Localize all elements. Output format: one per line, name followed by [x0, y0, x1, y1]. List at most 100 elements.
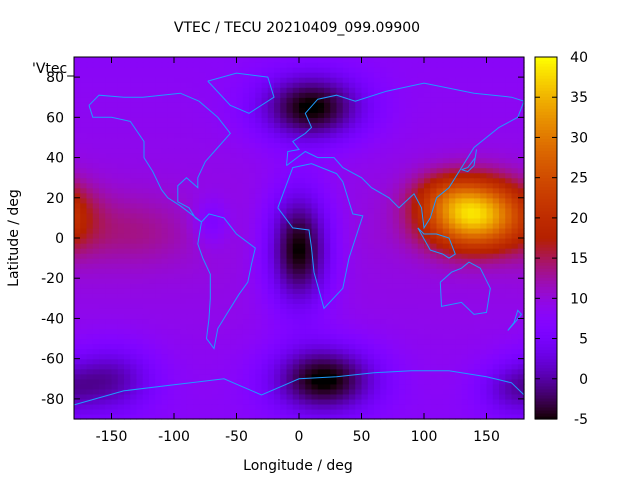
heatmap-cell	[367, 122, 375, 128]
heatmap-cell	[361, 253, 369, 259]
heatmap-cell	[186, 92, 194, 98]
heatmap-cell	[330, 403, 338, 410]
heatmap-cell	[111, 303, 119, 309]
heatmap-cell	[192, 132, 200, 139]
heatmap-cell	[267, 72, 275, 78]
heatmap-cell	[461, 298, 469, 304]
heatmap-cell	[142, 403, 150, 410]
heatmap-cell	[505, 363, 513, 370]
heatmap-cell	[399, 117, 406, 123]
heatmap-cell	[455, 112, 463, 118]
heatmap-cell	[92, 137, 100, 144]
heatmap-cell	[511, 122, 519, 128]
heatmap-cell	[349, 288, 356, 294]
heatmap-cell	[174, 212, 181, 219]
heatmap-cell	[80, 142, 88, 149]
heatmap-cell	[86, 273, 94, 279]
heatmap-cell	[386, 82, 394, 88]
heatmap-cell	[374, 408, 381, 415]
heatmap-cell	[161, 102, 169, 108]
heatmap-cell	[511, 273, 519, 279]
heatmap-cell	[355, 182, 363, 189]
heatmap-cell	[142, 192, 150, 199]
heatmap-cell	[180, 142, 188, 149]
heatmap-cell	[205, 373, 213, 380]
heatmap-cell	[430, 288, 438, 294]
heatmap-cell	[255, 368, 263, 375]
heatmap-cell	[461, 122, 469, 128]
heatmap-cell	[136, 383, 144, 390]
heatmap-cell	[517, 127, 525, 134]
heatmap-cell	[286, 227, 294, 234]
heatmap-cell	[224, 172, 231, 179]
heatmap-cell	[467, 408, 475, 415]
heatmap-cell	[442, 338, 450, 345]
heatmap-cell	[411, 308, 419, 315]
heatmap-cell	[342, 127, 350, 134]
heatmap-cell	[486, 328, 494, 335]
heatmap-cell	[155, 368, 163, 375]
heatmap-cell	[111, 323, 119, 330]
heatmap-cell	[511, 107, 519, 113]
heatmap-cell	[205, 212, 213, 219]
heatmap-cell	[286, 393, 294, 400]
heatmap-cell	[392, 273, 400, 279]
heatmap-cell	[217, 162, 225, 169]
heatmap-cell	[117, 328, 125, 335]
heatmap-cell	[336, 92, 344, 98]
heatmap-cell	[142, 72, 150, 78]
heatmap-cell	[480, 348, 488, 355]
heatmap-cell	[174, 238, 181, 244]
heatmap-cell	[311, 92, 319, 98]
heatmap-cell	[99, 222, 106, 229]
heatmap-cell	[417, 212, 425, 219]
heatmap-cell	[424, 182, 431, 189]
heatmap-cell	[461, 293, 469, 299]
heatmap-cell	[255, 243, 263, 249]
heatmap-cell	[424, 378, 431, 385]
heatmap-cell	[117, 112, 125, 118]
heatmap-cell	[355, 383, 363, 390]
heatmap-cell	[255, 172, 263, 179]
heatmap-cell	[399, 248, 406, 254]
heatmap-cell	[261, 112, 269, 118]
heatmap-cell	[242, 363, 250, 370]
heatmap-cell	[99, 87, 106, 93]
heatmap-cell	[242, 258, 250, 264]
heatmap-cell	[180, 248, 188, 254]
heatmap-cell	[442, 373, 450, 380]
heatmap-cell	[186, 162, 194, 169]
heatmap-cell	[130, 102, 138, 108]
heatmap-cell	[161, 112, 169, 118]
heatmap-cell	[124, 107, 131, 113]
heatmap-cell	[486, 373, 494, 380]
heatmap-cell	[267, 313, 275, 320]
heatmap-cell	[405, 77, 413, 83]
heatmap-cell	[455, 238, 463, 244]
heatmap-cell	[467, 177, 475, 184]
heatmap-cell	[480, 403, 488, 410]
heatmap-cell	[499, 82, 506, 88]
heatmap-cell	[461, 227, 469, 234]
heatmap-cell	[86, 112, 94, 118]
heatmap-cell	[430, 197, 438, 204]
heatmap-cell	[192, 288, 200, 294]
heatmap-cell	[99, 77, 106, 83]
heatmap-cell	[174, 308, 181, 315]
heatmap-cell	[517, 112, 525, 118]
heatmap-cell	[180, 408, 188, 415]
heatmap-cell	[455, 132, 463, 139]
heatmap-cell	[311, 298, 319, 304]
heatmap-cell	[249, 87, 256, 93]
heatmap-cell	[205, 358, 213, 365]
heatmap-cell	[180, 398, 188, 405]
heatmap-cell	[299, 102, 306, 108]
heatmap-cell	[430, 77, 438, 83]
heatmap-cell	[267, 187, 275, 194]
heatmap-cell	[305, 172, 313, 179]
heatmap-cell	[486, 117, 494, 123]
heatmap-cell	[374, 167, 381, 174]
heatmap-cell	[517, 122, 525, 128]
heatmap-cell	[330, 283, 338, 289]
heatmap-cell	[317, 232, 325, 239]
